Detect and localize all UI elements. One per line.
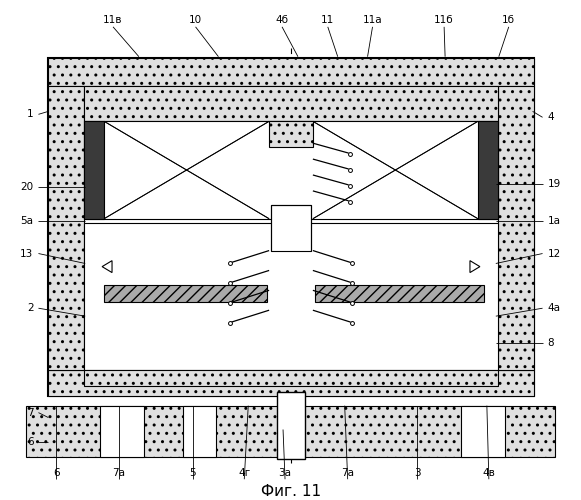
Bar (271, 205, 311, 250)
Text: 11в: 11в (103, 15, 123, 25)
Text: 4г: 4г (238, 468, 250, 478)
Text: Фиг. 11: Фиг. 11 (261, 484, 321, 498)
Bar (48, 86, 84, 370)
Text: 3а: 3а (278, 468, 292, 478)
Bar (84, 222, 498, 370)
Text: 4а: 4а (547, 303, 561, 313)
Text: 19: 19 (547, 179, 561, 189)
Bar (478, 122, 498, 218)
Text: 5: 5 (189, 468, 196, 478)
Text: 6: 6 (53, 468, 60, 478)
Text: 20: 20 (20, 182, 34, 192)
Text: 12: 12 (547, 248, 561, 258)
Text: 6: 6 (27, 438, 34, 448)
Text: 4: 4 (547, 112, 554, 122)
Text: 11а: 11а (363, 15, 382, 25)
Text: 1: 1 (27, 110, 34, 120)
Bar (48, 370, 533, 396)
Text: 1а: 1а (547, 216, 561, 226)
Bar (84, 370, 498, 386)
Text: 13: 13 (20, 248, 34, 258)
Bar (277, 392, 305, 460)
Text: 11б: 11б (435, 15, 454, 25)
Text: 2: 2 (27, 303, 34, 313)
Text: 4б: 4б (275, 15, 289, 25)
Bar (84, 86, 498, 122)
Bar (461, 406, 505, 458)
Bar (100, 406, 144, 458)
Text: 8: 8 (547, 338, 554, 348)
Text: 3: 3 (414, 468, 421, 478)
Polygon shape (470, 260, 480, 272)
Text: 7: 7 (27, 408, 34, 418)
Bar (26, 406, 555, 458)
Text: 4в: 4в (482, 468, 495, 478)
Bar (182, 406, 217, 458)
Text: 7а: 7а (113, 468, 125, 478)
Bar (315, 284, 484, 302)
Bar (498, 86, 533, 370)
Text: 10: 10 (189, 15, 202, 25)
Bar (104, 284, 267, 302)
Text: 1б: 1б (502, 15, 515, 25)
Text: 5а: 5а (20, 216, 34, 226)
Bar (269, 122, 313, 147)
Text: 7а: 7а (341, 468, 354, 478)
Polygon shape (102, 260, 112, 272)
Bar (48, 58, 533, 86)
Text: 11: 11 (321, 15, 335, 25)
Bar (48, 58, 533, 396)
Bar (84, 122, 104, 218)
Bar (84, 122, 498, 218)
